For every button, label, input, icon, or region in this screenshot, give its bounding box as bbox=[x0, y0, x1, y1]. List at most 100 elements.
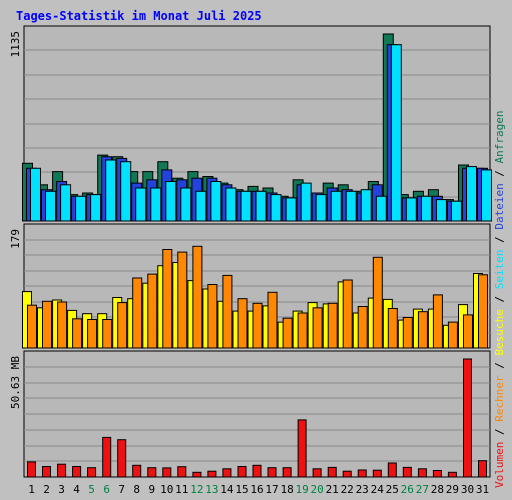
bar-volumen-day-10 bbox=[162, 467, 172, 478]
x-tick-label: 6 bbox=[103, 483, 110, 496]
bar-volumen-day-5 bbox=[87, 467, 97, 478]
x-tick-label: 22 bbox=[341, 483, 354, 496]
bar-volumen-day-3 bbox=[57, 463, 67, 478]
x-tick-label: 27 bbox=[416, 483, 429, 496]
bar-volumen-day-21 bbox=[327, 466, 337, 478]
bar-volumen-day-4 bbox=[72, 466, 82, 478]
bar-rechner-day-23 bbox=[357, 306, 368, 349]
bar-seiten-day-18 bbox=[285, 197, 297, 222]
x-tick-label: 8 bbox=[133, 483, 140, 496]
x-tick-label: 25 bbox=[386, 483, 399, 496]
bar-rechner-day-20 bbox=[312, 307, 323, 349]
bar-volumen-day-14 bbox=[222, 468, 232, 478]
x-tick-label: 18 bbox=[280, 483, 293, 496]
bar-seiten-day-4 bbox=[75, 195, 87, 222]
bar-volumen-day-25 bbox=[387, 462, 397, 478]
bar-seiten-day-28 bbox=[435, 199, 447, 222]
bar-volumen-day-18 bbox=[282, 467, 292, 478]
bar-seiten-day-27 bbox=[420, 195, 432, 222]
bar-volumen-day-9 bbox=[147, 467, 157, 478]
bar-rechner-day-8 bbox=[132, 277, 143, 349]
bar-volumen-day-29 bbox=[447, 471, 457, 478]
bar-rechner-day-13 bbox=[207, 284, 218, 349]
bar-rechner-day-22 bbox=[342, 279, 353, 349]
bar-seiten-day-10 bbox=[165, 181, 177, 222]
bar-rechner-day-26 bbox=[402, 317, 413, 349]
x-tick-label: 3 bbox=[58, 483, 65, 496]
x-tick-label: 17 bbox=[265, 483, 278, 496]
bar-seiten-day-31 bbox=[481, 169, 492, 222]
x-tick-label: 24 bbox=[371, 483, 385, 496]
bar-seiten-day-9 bbox=[150, 187, 162, 222]
bar-volumen-day-12 bbox=[192, 471, 202, 478]
legend-item: / bbox=[493, 356, 506, 376]
bar-volumen-day-30 bbox=[463, 358, 472, 478]
x-tick-label: 19 bbox=[295, 483, 308, 496]
bar-rechner-day-15 bbox=[237, 298, 248, 349]
x-tick-label: 16 bbox=[250, 483, 263, 496]
x-axis-labels: 1 2 3 4 5 6 7 8 9 10 11 12 13 14 15 16 17 18 19 20 21 22 23 24 2… bbox=[28, 483, 489, 496]
x-tick-label: 10 bbox=[160, 483, 173, 496]
x-tick-label: 26 bbox=[401, 483, 414, 496]
bar-seiten-day-1 bbox=[30, 167, 41, 222]
legend-item: / bbox=[493, 289, 506, 309]
bar-rechner-day-14 bbox=[222, 274, 233, 349]
bar-rechner-day-12 bbox=[192, 245, 203, 349]
x-tick-label: 11 bbox=[175, 483, 188, 496]
x-tick-label: 15 bbox=[235, 483, 248, 496]
x-tick-label: 2 bbox=[43, 483, 50, 496]
bar-volumen-day-26 bbox=[402, 466, 412, 478]
bar-volumen-day-27 bbox=[417, 468, 427, 478]
bar-seiten-day-23 bbox=[360, 189, 372, 222]
bar-rechner-day-16 bbox=[252, 302, 263, 349]
bar-volumen-day-16 bbox=[252, 464, 262, 478]
x-tick-label: 1 bbox=[28, 483, 35, 496]
legend-item: / bbox=[493, 163, 506, 183]
bar-rechner-day-28 bbox=[432, 294, 443, 349]
bar-seiten-day-2 bbox=[45, 190, 56, 222]
series-rechner bbox=[27, 245, 488, 349]
bar-volumen-day-11 bbox=[177, 466, 187, 478]
bar-volumen-day-7 bbox=[117, 439, 127, 478]
series-volumen bbox=[27, 358, 487, 478]
x-tick-label: 13 bbox=[205, 483, 218, 496]
bar-rechner-day-19 bbox=[297, 312, 308, 349]
bar-seiten-day-21 bbox=[330, 190, 342, 222]
bar-seiten-day-8 bbox=[135, 187, 147, 222]
bar-rechner-day-31 bbox=[478, 274, 488, 349]
panel-2: 179 bbox=[9, 223, 491, 349]
bar-seiten-day-30 bbox=[466, 166, 477, 222]
chart-legend: Volumen / Rechner / Besuche / Seiten / D… bbox=[493, 110, 506, 488]
x-tick-label: 30 bbox=[461, 483, 474, 496]
bar-volumen-day-22 bbox=[342, 470, 352, 478]
bar-seiten-day-14 bbox=[225, 187, 237, 222]
bar-rechner-day-17 bbox=[267, 291, 278, 349]
y-axis-max-label: 179 bbox=[9, 229, 22, 249]
bar-volumen-day-20 bbox=[312, 468, 322, 478]
y-axis-max-label: 50.63 MB bbox=[9, 356, 22, 409]
bar-seiten-day-13 bbox=[210, 181, 222, 222]
x-tick-label: 20 bbox=[310, 483, 323, 496]
bar-rechner-day-7 bbox=[117, 302, 128, 349]
bar-rechner-day-29 bbox=[447, 321, 458, 349]
x-tick-label: 21 bbox=[326, 483, 339, 496]
bar-seiten-day-29 bbox=[450, 200, 462, 222]
bar-seiten-day-19 bbox=[300, 182, 312, 222]
legend-item: Anfragen bbox=[493, 110, 506, 163]
x-tick-label: 14 bbox=[220, 483, 234, 496]
x-tick-label: 28 bbox=[431, 483, 444, 496]
bar-volumen-day-24 bbox=[372, 469, 382, 478]
legend-item: Dateien bbox=[493, 183, 506, 229]
legend-item: Seiten bbox=[493, 250, 506, 290]
x-tick-label: 9 bbox=[148, 483, 155, 496]
bar-rechner-day-5 bbox=[87, 319, 98, 349]
x-tick-label: 12 bbox=[190, 483, 203, 496]
bar-rechner-day-21 bbox=[327, 302, 338, 349]
bar-seiten-day-24 bbox=[375, 195, 387, 222]
bar-volumen-day-1 bbox=[27, 461, 36, 478]
bar-volumen-day-6 bbox=[102, 436, 112, 478]
bar-rechner-day-6 bbox=[102, 319, 113, 349]
bar-volumen-day-2 bbox=[42, 466, 51, 478]
